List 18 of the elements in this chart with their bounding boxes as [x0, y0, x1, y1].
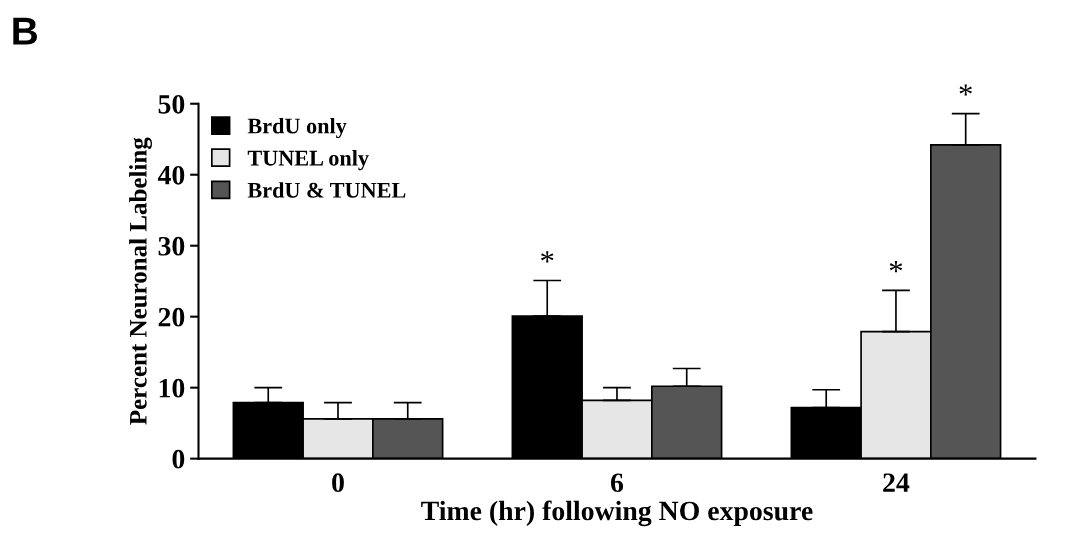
legend-label: TUNEL only: [247, 150, 369, 171]
legend-label: BrdU & TUNEL: [247, 182, 406, 198]
y-tick-label: 50: [158, 94, 185, 114]
y-tick-label: 40: [157, 165, 185, 185]
data-label: *: [541, 251, 554, 263]
x-tick-label: 6: [610, 473, 624, 493]
y-tick-label: 0: [172, 449, 185, 469]
y-axis-title: Percent Neuronal Labeling: [129, 137, 152, 425]
x-tick-label: 24: [883, 473, 910, 492]
legend-label: BrdU only: [247, 117, 347, 139]
y-tick-label: 10: [159, 378, 185, 398]
y-tick-label: 20: [158, 307, 185, 327]
data-label: *: [889, 261, 903, 273]
x-tick-label: 0: [332, 473, 344, 493]
y-tick-label: 30: [158, 236, 185, 256]
data-label: *: [959, 84, 972, 96]
text: B: [13, 17, 38, 45]
x-axis-title: Time (hr) following NO exposure: [421, 500, 813, 527]
